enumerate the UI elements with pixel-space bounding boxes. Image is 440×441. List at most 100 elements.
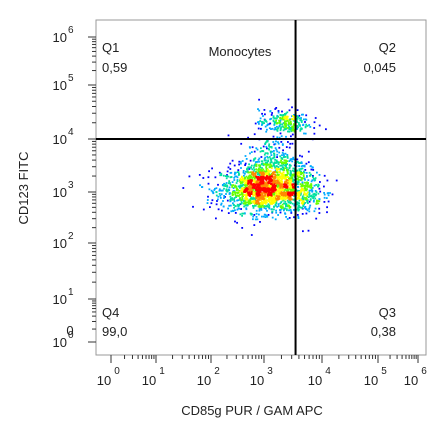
event-dot: [296, 181, 299, 184]
event-dot: [208, 188, 211, 191]
quadrant-percentage: 0,59: [102, 60, 127, 75]
event-dot: [281, 172, 283, 175]
event-dot: [301, 207, 303, 209]
event-dot: [223, 182, 225, 185]
event-dot: [235, 182, 238, 184]
event-dot: [317, 184, 320, 187]
event-dot: [271, 127, 274, 130]
event-dot: [291, 174, 294, 176]
event-dot: [256, 180, 259, 182]
event-dot: [263, 186, 266, 188]
event-dot: [260, 184, 263, 186]
event-dot: [276, 173, 279, 176]
event-dot: [260, 127, 262, 130]
event-dot: [302, 177, 304, 180]
event-dot: [251, 213, 253, 216]
event-dot: [276, 125, 278, 128]
event-dot: [280, 164, 283, 167]
event-dot: [221, 209, 223, 212]
event-dot: [229, 183, 232, 186]
event-dot: [229, 162, 232, 165]
event-dot: [268, 189, 271, 192]
event-dot: [319, 181, 321, 183]
event-dot: [266, 161, 268, 164]
event-dot: [293, 195, 296, 197]
event-dot: [278, 173, 280, 176]
event-dot: [289, 196, 292, 199]
event-dot: [268, 204, 271, 207]
event-dot: [231, 192, 234, 195]
event-dot: [291, 115, 293, 118]
event-dot: [283, 155, 285, 157]
event-dot: [288, 167, 291, 170]
event-dot: [236, 171, 239, 173]
event-dot: [313, 199, 315, 202]
event-dot: [234, 184, 236, 187]
event-dot: [269, 161, 272, 164]
event-dot: [289, 121, 292, 124]
event-dot: [249, 174, 252, 177]
event-dot: [265, 188, 268, 191]
event-dot: [263, 163, 265, 165]
event-dot: [306, 185, 309, 187]
event-dot: [301, 155, 303, 158]
event-dot: [264, 197, 266, 200]
event-dot: [238, 172, 240, 175]
event-dot: [240, 162, 242, 165]
event-dot: [265, 207, 267, 210]
event-dot: [298, 162, 300, 164]
event-dot: [243, 202, 245, 205]
event-dot: [276, 193, 278, 196]
event-dot: [301, 203, 304, 205]
event-dot: [293, 187, 296, 189]
event-dot: [257, 186, 260, 189]
event-dot: [231, 198, 233, 201]
event-dot: [273, 154, 276, 157]
event-dot: [281, 143, 284, 145]
x-tick-exponent: 0: [114, 366, 120, 377]
event-dot: [267, 214, 270, 216]
event-dot: [304, 184, 307, 187]
event-dot: [264, 182, 266, 184]
event-dot: [266, 139, 268, 142]
event-dot: [323, 196, 326, 199]
event-dot: [227, 207, 229, 210]
event-dot: [291, 169, 294, 172]
event-dot: [303, 164, 306, 167]
event-dot: [278, 122, 281, 124]
event-dot: [249, 193, 252, 196]
event-dot: [296, 214, 299, 216]
event-dot: [241, 181, 244, 184]
event-dot: [302, 205, 305, 207]
event-dot: [283, 169, 285, 172]
event-dot: [291, 202, 294, 205]
event-dot: [285, 183, 288, 186]
event-dot: [254, 161, 257, 163]
event-dot: [267, 200, 270, 203]
event-dot: [304, 186, 307, 188]
event-dot: [238, 160, 241, 163]
event-dot: [298, 122, 300, 124]
event-dot: [237, 199, 240, 202]
event-dot: [292, 124, 295, 127]
event-dot: [253, 165, 256, 167]
event-dot: [262, 181, 264, 184]
event-dot: [272, 157, 275, 159]
event-dot: [311, 189, 314, 192]
event-dot: [284, 178, 287, 181]
event-dot: [307, 196, 310, 199]
event-dot: [264, 113, 266, 116]
event-dot: [255, 163, 258, 166]
event-dot: [307, 179, 310, 182]
event-dot: [231, 184, 233, 187]
event-dot: [227, 212, 230, 214]
event-dot: [286, 185, 289, 188]
event-dot: [220, 193, 223, 196]
event-dot: [314, 207, 317, 210]
event-dot: [256, 218, 259, 221]
y-tick-label: 10: [53, 292, 67, 307]
event-dot: [264, 214, 267, 216]
event-dot: [277, 194, 280, 196]
event-dot: [298, 202, 300, 205]
event-dot: [245, 175, 248, 178]
